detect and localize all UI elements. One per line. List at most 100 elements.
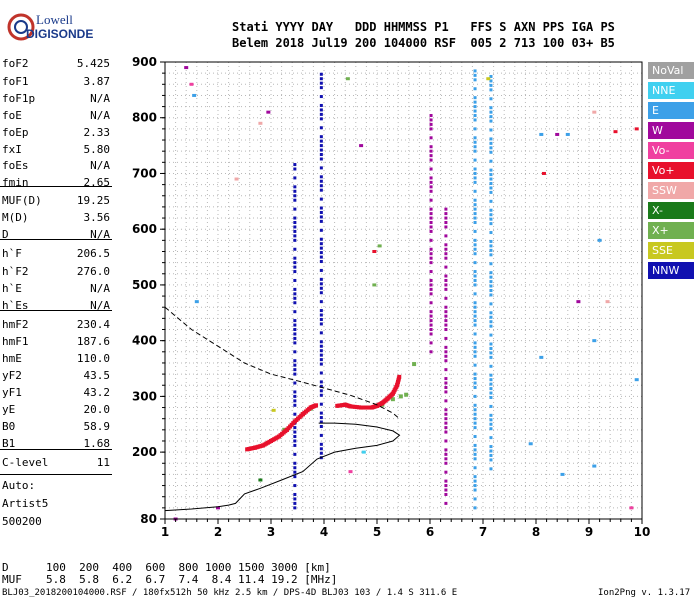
param-value: 58.9 [83,420,111,433]
y-tick-label: 600 [132,222,157,236]
echo-mark-column [473,345,477,349]
echo-mark-column [473,443,477,447]
echo-mark-column [319,135,323,139]
x-tick-label: 5 [373,525,381,539]
echo-mark-column [293,363,297,367]
echo-mark-column [293,198,297,202]
echo-mark-column [319,411,323,415]
param-row-b1: B1 1.68 [2,437,110,454]
echo-mark-column [319,206,323,210]
echo-mark-scatter [613,130,618,134]
param-value: 276.0 [76,265,110,278]
echo-mark-column [473,350,477,354]
echo-mark-column [444,314,448,318]
echo-mark-oplus [397,374,402,379]
echo-mark-column [473,385,477,389]
echo-mark-column [293,234,297,238]
echo-mark-column [319,416,323,420]
echo-mark-column [489,382,493,386]
echo-mark-oplus [367,405,372,410]
echo-mark-column [293,310,297,314]
echo-mark-column [319,246,323,250]
echo-mark-column [444,421,448,425]
echo-mark-column [429,323,433,327]
echo-mark-column [293,296,297,300]
echo-mark-column [473,332,477,336]
param-value: 43.2 [83,386,111,399]
legend-item-nnw: NNW [648,262,694,279]
param-value: 206.5 [76,247,110,260]
echo-mark-column [444,385,448,389]
echo-mark-column [429,256,433,260]
param-label: foE [2,109,22,122]
echo-mark-column [489,458,493,462]
param-label: yF1 [2,386,22,399]
echo-mark-column [293,439,297,443]
param-label: C-level [2,456,49,469]
echo-mark-column [444,457,448,461]
echo-mark-scatter [359,144,364,148]
echo-mark-column [319,362,323,366]
echo-mark-column [473,171,477,175]
echo-mark-column [429,238,433,242]
echo-mark-column [293,265,297,269]
muf-distance-values: 100 200 400 600 800 1000 1500 3000 [km] [46,561,331,574]
param-label: B0 [2,420,16,433]
echo-mark-column [473,305,477,309]
echo-mark-column [489,146,493,150]
echo-mark-column [319,277,323,281]
echo-mark-column [473,435,477,439]
echo-mark-column [319,384,323,388]
echo-mark-column [473,198,477,202]
echo-mark-column [293,207,297,211]
param-row-hes: h`Es N/A [2,299,110,316]
param-row-hmf1: hmF1 187.6 [2,335,110,352]
echo-mark-column [293,336,297,340]
echo-mark-column [489,302,493,306]
echo-mark-column [444,399,448,403]
echo-mark-column [473,73,477,77]
legend-item-xplus: X+ [648,222,694,239]
echo-mark-column [319,424,323,428]
param-label: M(D) [2,211,29,224]
param-value: 3.87 [83,75,111,88]
echo-mark-column [473,417,477,421]
param-label: foEp [2,126,29,139]
echo-mark-column [429,292,433,296]
echo-mark-scatter [605,300,610,304]
echo-mark-column [319,255,323,259]
echo-mark-column [429,136,433,140]
y-tick-label: 900 [132,55,157,69]
echo-mark-column [473,314,477,318]
echo-mark-scatter [539,355,544,359]
echo-mark-column [473,354,477,358]
echo-mark-column [293,426,297,430]
echo-mark-column [489,208,493,212]
echo-mark-scatter [194,300,199,304]
echo-mark-column [444,412,448,416]
echo-mark-column [473,105,477,109]
param-value: N/A [90,159,110,172]
echo-mark-column [319,322,323,326]
echo-mark-column [429,212,433,216]
echo-mark-column [319,260,323,264]
echo-mark-column [293,247,297,251]
echo-mark-scatter [216,506,220,510]
echo-mark-column [429,229,433,233]
echo-mark-column [489,378,493,382]
param-row-foep: foEp 2.33 [2,126,110,143]
echo-mark-column [444,256,448,260]
echo-mark-column [473,479,477,483]
logo-text-digisonde: DIGISONDE [26,27,94,41]
param-value: 11 [96,456,110,469]
echo-mark-column [319,286,323,290]
param-row-fof2: foF2 5.425 [2,57,110,74]
echo-mark-column [473,158,477,162]
echo-mark-column [319,72,323,76]
echo-layer [173,66,639,521]
echo-mark-scatter [372,283,377,287]
echo-mark-column [444,323,448,327]
y-tick-label: 400 [132,334,157,348]
echo-mark-scatter [592,339,597,343]
echo-mark-column [319,77,323,81]
